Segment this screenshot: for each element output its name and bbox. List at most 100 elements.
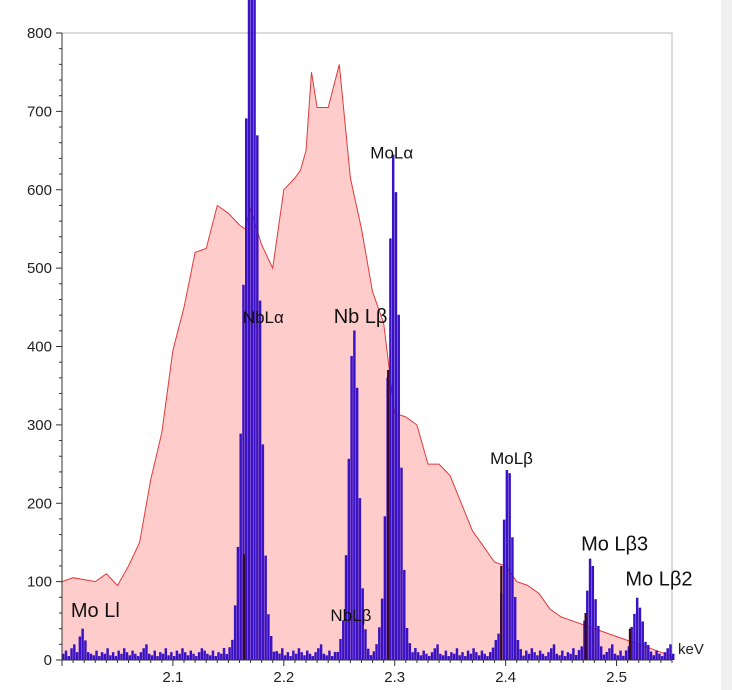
spectrum-bar (319, 644, 323, 660)
spectrum-bar (450, 652, 453, 660)
spectrum-bar (242, 284, 245, 660)
spectrum-bar (86, 652, 90, 660)
x-tick-label: 2.3 (384, 669, 405, 686)
spectrum-bar (123, 648, 126, 660)
spectrum-bar (95, 650, 98, 660)
peak-marker (387, 370, 390, 660)
spectrum-bar (389, 238, 392, 661)
spectrum-bar (372, 651, 376, 660)
spectrum-bar (167, 655, 170, 660)
spectrum-bar (283, 655, 287, 660)
spectrum-bar (408, 643, 412, 660)
spectrum-bar (261, 444, 265, 660)
spectrum-bar (355, 387, 359, 660)
spectrum-bar (217, 652, 220, 660)
spectrum-bar (375, 644, 378, 660)
spectrum-bar (638, 607, 642, 660)
peak-label: NbLβ (330, 606, 371, 625)
spectrum-bar (161, 653, 165, 660)
y-tick-label: 800 (27, 25, 52, 42)
spectrum-bar (70, 648, 73, 660)
spectrum-bar (635, 597, 639, 660)
spectrum-bar (425, 653, 428, 660)
spectrum-bar (663, 652, 667, 660)
spectrum-bar (447, 656, 450, 660)
spectrum-bar (378, 627, 381, 660)
spectrum-bar (269, 635, 273, 660)
peak-marker (242, 554, 246, 660)
spectrum-bar (153, 650, 156, 660)
spectrum-bar (147, 653, 151, 660)
x-axis-label: keV (678, 641, 704, 658)
spectrum-bar (150, 655, 154, 660)
spectrum-bar (286, 652, 290, 660)
spectrum-bar (114, 656, 118, 660)
peak-marker (584, 612, 587, 660)
spectrum-bar (494, 639, 498, 660)
spectrum-bar (502, 519, 506, 660)
spectrum-bar (239, 433, 242, 660)
peak-marker (500, 565, 503, 660)
spectrum-bar (314, 652, 317, 660)
spectrum-bar (489, 652, 492, 660)
spectrum-bar (655, 650, 658, 660)
scrollbar-track[interactable] (721, 0, 732, 690)
spectrum-bar (139, 652, 143, 660)
spectrum-bar (439, 653, 442, 660)
spectrum-bar (397, 314, 400, 660)
spectrum-bar (300, 652, 303, 660)
spectrum-bar (597, 625, 600, 660)
spectrum-bar (616, 655, 620, 660)
spectrum-bar (669, 644, 672, 660)
spectrum-bar (84, 640, 87, 660)
spectrum-bar (322, 653, 326, 660)
spectrum-bar (513, 596, 517, 660)
spectrum-bar (281, 648, 284, 660)
spectrum-bar (622, 655, 625, 660)
spectrum-bar (134, 653, 137, 660)
spectrum-bar (533, 652, 536, 660)
spectrum-bar (253, 0, 256, 661)
spectrum-bar (647, 644, 650, 660)
spectrum-bar (350, 355, 353, 660)
spectrum-bar (247, 0, 251, 661)
spectrum-bar (497, 633, 500, 660)
y-tick-label: 400 (27, 339, 52, 356)
spectrum-bar (666, 648, 669, 660)
x-tick-label: 2.5 (606, 669, 627, 686)
spectrum-bar (599, 646, 603, 660)
spectrum-bar (214, 656, 217, 660)
spectrum-bar (336, 651, 339, 660)
spectrum-bar (228, 647, 231, 660)
spectrum-bar (192, 653, 195, 660)
y-tick-label: 300 (27, 417, 52, 434)
spectrum-bar (630, 626, 633, 660)
spectrum-bar (361, 588, 364, 660)
spectrum-bar (258, 300, 262, 660)
spectrum-bar (67, 656, 71, 660)
spectrum-bar (353, 330, 356, 660)
y-tick-label: 500 (27, 260, 52, 277)
spectrum-bar (342, 620, 345, 660)
spectrum-bar (369, 655, 373, 660)
spectrum-bar (519, 649, 522, 660)
spectrum-bar (106, 648, 109, 660)
spectrum-bar (170, 652, 173, 660)
axes: 0 100 200 300 400 500 600 700 800 2.1 2.2 2.3 2.4 2.5 (27, 25, 673, 686)
spectrum-bar (189, 650, 193, 660)
spectrum-bar (125, 652, 129, 660)
spectrum-bar (572, 648, 575, 660)
spectrum-bar (461, 652, 464, 660)
spectrum-bar (391, 154, 395, 660)
spectrum-bar (344, 555, 348, 660)
spectrum-bar (159, 652, 162, 660)
spectrum-bar (156, 656, 159, 660)
spectrum-bar (81, 628, 84, 660)
spectrum-bar (491, 647, 495, 660)
spectrum-bar (472, 648, 475, 660)
spectrum-bar (649, 651, 653, 660)
spectrum-bar (267, 614, 270, 660)
spectrum-bar (364, 629, 367, 660)
spectrum-bar (136, 656, 140, 660)
